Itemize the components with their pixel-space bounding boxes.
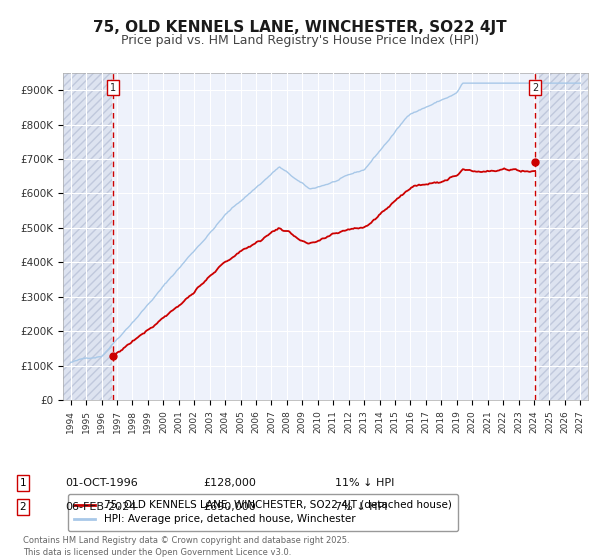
Text: 11% ↓ HPI: 11% ↓ HPI — [335, 478, 394, 488]
Text: Price paid vs. HM Land Registry's House Price Index (HPI): Price paid vs. HM Land Registry's House … — [121, 34, 479, 46]
Bar — [63, 73, 112, 400]
Bar — [539, 73, 588, 400]
Text: Contains HM Land Registry data © Crown copyright and database right 2025.
This d: Contains HM Land Registry data © Crown c… — [23, 536, 349, 557]
Text: 06-FEB-2024: 06-FEB-2024 — [65, 502, 136, 512]
Text: 2: 2 — [19, 502, 26, 512]
Text: 01-OCT-1996: 01-OCT-1996 — [65, 478, 137, 488]
Text: 7% ↓ HPI: 7% ↓ HPI — [335, 502, 388, 512]
Bar — [539, 73, 588, 400]
Text: £128,000: £128,000 — [203, 478, 256, 488]
Text: 1: 1 — [110, 82, 116, 92]
Text: 75, OLD KENNELS LANE, WINCHESTER, SO22 4JT: 75, OLD KENNELS LANE, WINCHESTER, SO22 4… — [93, 20, 507, 35]
Text: 2: 2 — [532, 82, 538, 92]
Text: £690,000: £690,000 — [203, 502, 256, 512]
Bar — [63, 73, 112, 400]
Legend: 75, OLD KENNELS LANE, WINCHESTER, SO22 4JT (detached house), HPI: Average price,: 75, OLD KENNELS LANE, WINCHESTER, SO22 4… — [68, 494, 458, 531]
Text: 1: 1 — [19, 478, 26, 488]
